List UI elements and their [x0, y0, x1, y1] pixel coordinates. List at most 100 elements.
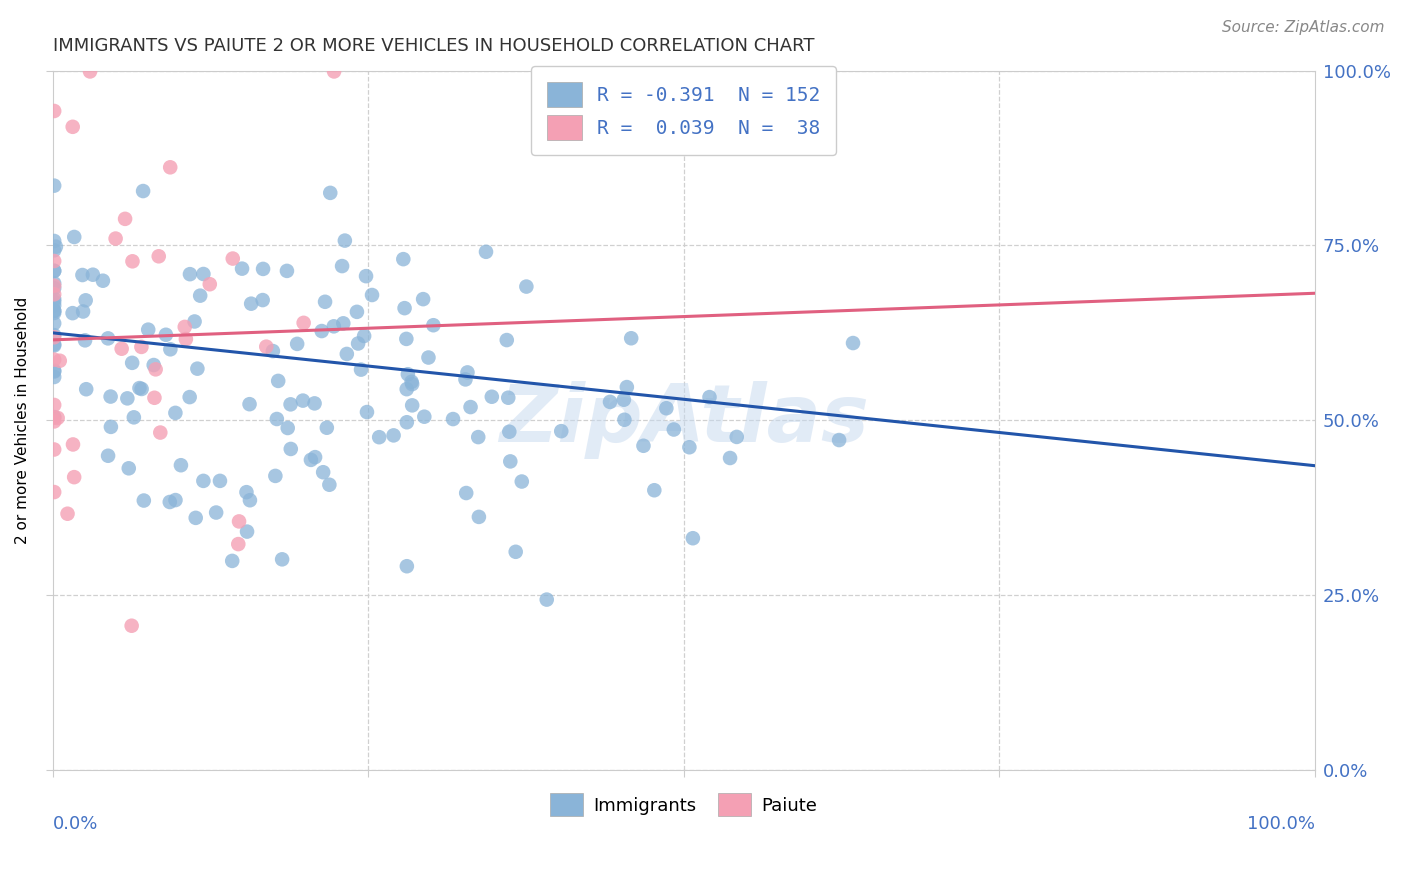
Point	[44, 294, 66, 309]
Point	[44, 303, 66, 318]
Point	[44, 485, 66, 500]
Point	[97, 331, 120, 345]
Point	[599, 395, 621, 409]
Point	[44, 365, 66, 379]
Point	[136, 323, 159, 337]
Text: IMMIGRANTS VS PAIUTE 2 OR MORE VEHICLES IN HOUSEHOLD CORRELATION CHART: IMMIGRANTS VS PAIUTE 2 OR MORE VEHICLES …	[53, 37, 814, 55]
Point	[75, 382, 97, 396]
Point	[143, 391, 166, 405]
Point	[319, 186, 342, 200]
Point	[118, 461, 141, 475]
Point	[460, 400, 482, 414]
Point	[62, 306, 84, 320]
Point	[44, 254, 66, 268]
Point	[44, 244, 66, 258]
Point	[276, 264, 298, 278]
Point	[347, 336, 370, 351]
Point	[495, 333, 517, 347]
Point	[131, 382, 153, 396]
Point	[239, 493, 262, 508]
Point	[44, 398, 66, 412]
Point	[252, 261, 274, 276]
Point	[44, 281, 66, 295]
Point	[285, 337, 308, 351]
Point	[498, 425, 520, 439]
Point	[72, 268, 94, 282]
Point	[111, 342, 134, 356]
Point	[291, 393, 314, 408]
Point	[49, 353, 72, 368]
Point	[842, 336, 865, 351]
Point	[44, 352, 66, 367]
Point	[401, 377, 423, 392]
Point	[117, 392, 139, 406]
Point	[44, 277, 66, 291]
Point	[44, 103, 66, 118]
Point	[395, 415, 418, 429]
Point	[44, 410, 66, 425]
Point	[401, 398, 423, 412]
Point	[75, 293, 97, 308]
Point	[392, 252, 415, 267]
Point	[62, 120, 84, 134]
Point	[44, 234, 66, 248]
Point	[226, 537, 249, 551]
Point	[121, 356, 143, 370]
Point	[62, 437, 84, 451]
Point	[228, 515, 250, 529]
Point	[44, 338, 66, 352]
Point	[132, 493, 155, 508]
Point	[368, 430, 391, 444]
Point	[63, 470, 86, 484]
Point	[510, 475, 533, 489]
Point	[314, 294, 336, 309]
Point	[44, 306, 66, 320]
Point	[699, 390, 721, 404]
Point	[45, 240, 67, 254]
Point	[481, 390, 503, 404]
Point	[395, 332, 418, 346]
Point	[44, 370, 66, 384]
Point	[79, 64, 101, 78]
Point	[222, 252, 245, 266]
Point	[318, 477, 340, 491]
Point	[44, 298, 66, 312]
Point	[725, 430, 748, 444]
Point	[322, 319, 344, 334]
Point	[311, 324, 333, 338]
Point	[356, 405, 378, 419]
Point	[499, 454, 522, 468]
Point	[475, 244, 498, 259]
Point	[252, 293, 274, 307]
Point	[613, 392, 636, 407]
Point	[361, 288, 384, 302]
Point	[91, 274, 114, 288]
Point	[121, 618, 143, 632]
Point	[277, 421, 299, 435]
Point	[148, 249, 170, 263]
Point	[467, 430, 489, 444]
Point	[266, 412, 288, 426]
Point	[354, 269, 377, 284]
Point	[170, 458, 193, 473]
Point	[73, 334, 96, 348]
Point	[121, 254, 143, 268]
Point	[280, 397, 302, 411]
Point	[413, 409, 436, 424]
Point	[323, 64, 346, 78]
Point	[44, 337, 66, 351]
Point	[82, 268, 104, 282]
Point	[149, 425, 172, 440]
Point	[616, 380, 638, 394]
Point	[633, 439, 655, 453]
Point	[186, 361, 208, 376]
Point	[174, 332, 197, 346]
Point	[159, 161, 181, 175]
Point	[44, 330, 66, 344]
Y-axis label: 2 or more Vehicles in Household: 2 or more Vehicles in Household	[15, 297, 30, 544]
Point	[221, 554, 243, 568]
Point	[97, 449, 120, 463]
Point	[336, 347, 359, 361]
Point	[236, 524, 259, 539]
Point	[173, 319, 195, 334]
